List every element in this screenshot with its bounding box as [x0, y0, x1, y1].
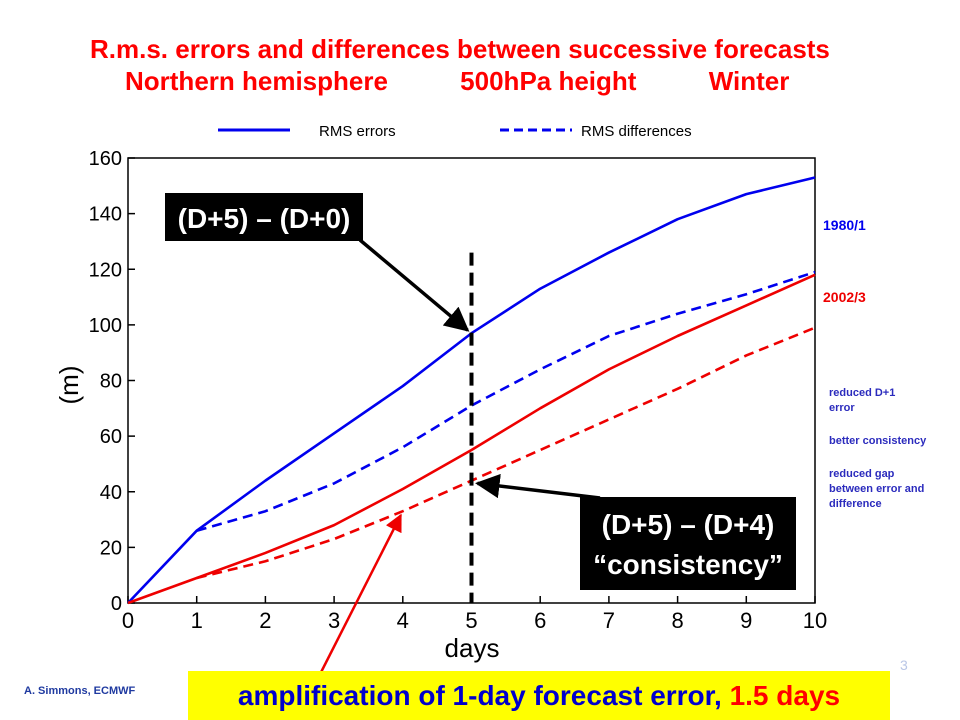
series-line-1980-1-differences: [196, 270, 816, 532]
x-axis-title: days: [445, 633, 500, 663]
amplification-banner: amplification of 1-day forecast error, 1…: [188, 671, 890, 720]
y-tick-label-4: 80: [100, 371, 122, 393]
x-tick-label-1: 1: [191, 608, 203, 633]
chart-title-line-1: R.m.s. errors and differences between su…: [90, 34, 830, 64]
legend: RMS errors RMS differences: [218, 123, 692, 140]
axes: 0 20 40 60 80 100 120 140 160 0 1 2 3 4 5 6 7 8 9 10: [89, 148, 828, 633]
series-label-0: 1980/1: [823, 217, 866, 233]
annotation-box-d5-d4: [580, 497, 796, 590]
banner-highlight-text: 1.5 days: [729, 679, 841, 711]
y-tick-label-3: 60: [100, 426, 122, 448]
annotation-label-d5-d4-line-1: “consistency”: [593, 549, 783, 580]
axis-titles: days (m): [54, 366, 499, 663]
chart-title-line-2: Northern hemisphere 500hPa height Winter: [125, 66, 790, 96]
annotation-label-d5-d0: (D+5) – (D+0): [178, 203, 351, 234]
annotation-arrow-d5-d4: [475, 473, 601, 500]
x-tick-label-2: 2: [259, 608, 271, 633]
series-label-1: 2002/3: [823, 289, 866, 305]
annotations: (D+5) – (D+0) (D+5) – (D+4) “consistency”: [165, 193, 796, 691]
annotation-box-d5-d0: [165, 193, 363, 241]
x-tick-label-4: 4: [397, 608, 409, 633]
y-tick-label-8: 160: [89, 148, 122, 170]
author-credit: A. Simmons, ECMWF: [24, 685, 136, 697]
x-tick-label-8: 8: [671, 608, 683, 633]
x-tick-label-7: 7: [603, 608, 615, 633]
annotation-label-d5-d4-line-0: (D+5) – (D+4): [602, 509, 775, 540]
legend-label-1: RMS differences: [581, 123, 692, 140]
series-line-2002-3-errors: [127, 273, 816, 605]
y-tick-label-6: 120: [89, 259, 122, 281]
x-tick-label-0: 0: [122, 608, 134, 633]
y-tick-label-2: 40: [100, 482, 122, 504]
y-axis-title: (m): [54, 366, 84, 405]
annotation-arrow-d5-d0: [358, 238, 470, 332]
amplification-arrow: [310, 513, 402, 691]
x-tick-label-10: 10: [803, 608, 827, 633]
side-note-better-consistency: better consistency: [829, 435, 927, 447]
y-tick-label-7: 140: [89, 204, 122, 226]
side-note-reduced-d1-error: reduced D+1 error: [829, 387, 896, 414]
y-tick-label-0: 0: [111, 593, 122, 615]
x-tick-label-9: 9: [740, 608, 752, 633]
y-tick-label-1: 20: [100, 537, 122, 559]
side-note-reduced-gap: reduced gap between error and difference: [829, 468, 925, 510]
x-tick-label-6: 6: [534, 608, 546, 633]
legend-label-0: RMS errors: [319, 123, 396, 140]
x-tick-label-3: 3: [328, 608, 340, 633]
banner-main-text: amplification of 1-day forecast error,: [237, 679, 730, 711]
series-line-2002-3-differences: [196, 326, 816, 580]
slide-number: 3: [900, 657, 908, 673]
x-tick-label-5: 5: [465, 608, 477, 633]
y-tick-label-5: 100: [89, 315, 122, 337]
